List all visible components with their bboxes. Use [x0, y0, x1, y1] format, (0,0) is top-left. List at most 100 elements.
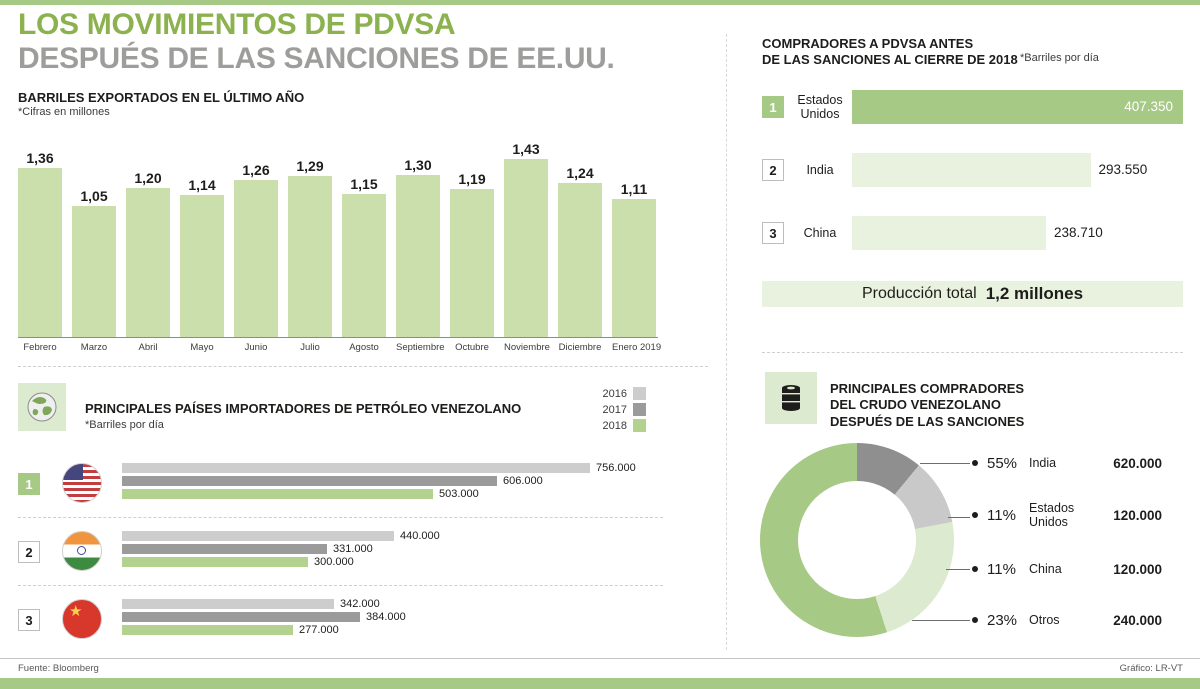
bar	[504, 159, 548, 337]
monthly-bar-column: 1,36	[18, 150, 62, 337]
donut-callout: 11% China 120.000	[972, 556, 1162, 582]
flag-cn-icon: ★	[62, 599, 102, 639]
monthly-exports-chart: 1,36 1,05 1,20 1,14 1,26 1,29 1,15 1,30 1,19 1,43…	[18, 141, 661, 353]
monthly-bar-column: 1,26	[234, 162, 278, 337]
buyer-row: 2 India 293.550	[762, 153, 1183, 187]
importer-group: 3 ★ 342.000 384.000 277.000	[18, 598, 663, 642]
segment-label: China	[1029, 561, 1062, 576]
monthly-bar-column: 1,19	[450, 171, 494, 337]
oil-barrel-icon-tile	[765, 372, 817, 424]
rank-badge: 3	[762, 222, 784, 244]
bar-value-label: 1,36	[26, 150, 54, 166]
month-label: Octubre	[455, 342, 489, 353]
group-separator	[18, 517, 663, 518]
importer-bar-row: 342.000	[122, 599, 662, 610]
segment-value: 620.000	[1113, 455, 1162, 471]
monthly-bar-column: 1,43	[504, 141, 548, 337]
buyers-after-title-line2: DEL CRUDO VENEZOLANO	[830, 397, 1001, 413]
segment-percent: 11%	[987, 506, 1016, 524]
bar	[122, 612, 360, 622]
bar	[180, 195, 224, 337]
bar-value-label: 1,14	[188, 177, 216, 193]
monthly-bar-column: 1,11	[612, 181, 656, 337]
left-section-divider	[18, 366, 708, 367]
bar	[612, 199, 656, 337]
page-title: LOS MOVIMIENTOS DE PDVSA DESPUÉS DE LAS …	[18, 8, 615, 75]
bar-value-label: 1,43	[512, 141, 540, 157]
buyers-before-title-line2: DE LAS SANCIONES AL CIERRE DE 2018	[762, 52, 1018, 68]
buyer-bar-area: 238.710	[852, 216, 1183, 250]
buyers-after-title-line1: PRINCIPALES COMPRADORES	[830, 381, 1025, 396]
bar-value-label: 1,19	[458, 171, 486, 187]
buyer-label: Estados Unidos	[797, 92, 843, 121]
segment-label: Otros	[1029, 612, 1060, 627]
bar	[450, 189, 494, 337]
buyer-row: 1 Estados Unidos 407.350	[762, 90, 1183, 124]
bar-value-label: 1,11	[620, 181, 648, 197]
buyer-bar-area: 293.550	[852, 153, 1183, 187]
flag-canton	[63, 464, 83, 480]
importers-legend: 2016 2017 2018	[566, 387, 646, 435]
legend-item: 2017	[566, 403, 646, 416]
monthly-bar-column: 1,14	[180, 177, 224, 337]
callout-leader-line	[948, 517, 970, 518]
bar	[234, 180, 278, 337]
month-label: Junio	[244, 342, 268, 353]
importer-bars: 342.000 384.000 277.000	[122, 599, 662, 638]
importer-bar-row: 300.000	[122, 557, 662, 568]
bar	[122, 599, 334, 609]
footer-rule	[0, 658, 1200, 659]
bar-value-label: 277.000	[299, 624, 339, 636]
month-label: Diciembre	[558, 342, 602, 353]
callout-dot	[972, 460, 978, 466]
buyers-after-title-line3: DESPUÉS DE LAS SANCIONES	[830, 413, 1025, 429]
total-production-label: Producción total	[861, 285, 977, 302]
oil-barrel-icon	[781, 385, 801, 411]
importer-bar-row: 503.000	[122, 489, 662, 500]
importer-group: 2 440.000 331.000 300.000	[18, 530, 663, 574]
month-label: Abril	[138, 342, 158, 353]
donut-callout: 11% Estados Unidos 120.000	[972, 501, 1162, 530]
bar-value-label: 407.350	[1124, 99, 1173, 114]
legend-swatch	[633, 403, 646, 416]
bar	[558, 183, 602, 337]
globe-icon	[27, 392, 57, 422]
page-title-line2: DESPUÉS DE LAS SANCIONES DE EE.UU.	[18, 41, 615, 75]
importers-chart: 1 756.000 606.000 503.000 2 440.000 331.000 300…	[18, 462, 663, 642]
bar-value-label: 1,26	[242, 162, 270, 178]
rank-badge: 1	[762, 96, 784, 118]
legend-year-label: 2016	[602, 387, 627, 400]
monthly-bars: 1,36 1,05 1,20 1,14 1,26 1,29 1,15 1,30 1,19 1,43…	[18, 141, 658, 338]
buyers-before-header: COMPRADORES A PDVSA ANTES DE LAS SANCION…	[762, 36, 1183, 69]
vertical-divider	[726, 34, 727, 650]
group-separator	[18, 585, 663, 586]
monthly-bar-column: 1,20	[126, 170, 170, 337]
legend-swatch	[633, 419, 646, 432]
monthly-bar-column: 1,24	[558, 165, 602, 337]
flag-us-icon	[62, 463, 102, 503]
bar-value-label: 440.000	[400, 530, 440, 542]
importer-group: 1 756.000 606.000 503.000	[18, 462, 663, 506]
bar-value-label: 756.000	[596, 462, 636, 474]
bar	[18, 168, 62, 337]
donut-chart	[760, 443, 954, 637]
page-title-line1: LOS MOVIMIENTOS DE PDVSA	[18, 8, 456, 41]
globe-icon-tile	[18, 383, 66, 431]
importer-bars: 440.000 331.000 300.000	[122, 531, 662, 570]
donut-callout: 55% India 620.000	[972, 450, 1162, 476]
bar-value-label: 1,20	[134, 170, 162, 186]
monthly-bar-column: 1,29	[288, 158, 332, 337]
importer-bar-row: 756.000	[122, 462, 662, 474]
bar	[122, 625, 293, 635]
importers-note: *Barriles por día	[85, 419, 164, 432]
monthly-month-labels: Febrero Marzo Abril Mayo Junio Julio Agosto Sep…	[18, 342, 661, 353]
source-credit: Fuente: Bloomberg	[18, 663, 99, 674]
buyer-bar-area: 407.350	[852, 90, 1183, 124]
callout-leader-line	[946, 569, 970, 570]
bar	[288, 176, 332, 337]
month-label: Noviembre	[504, 342, 550, 353]
legend-swatch	[633, 387, 646, 400]
right-section-divider	[762, 352, 1183, 353]
total-production-band: Producción total 1,2 millones	[762, 281, 1183, 307]
